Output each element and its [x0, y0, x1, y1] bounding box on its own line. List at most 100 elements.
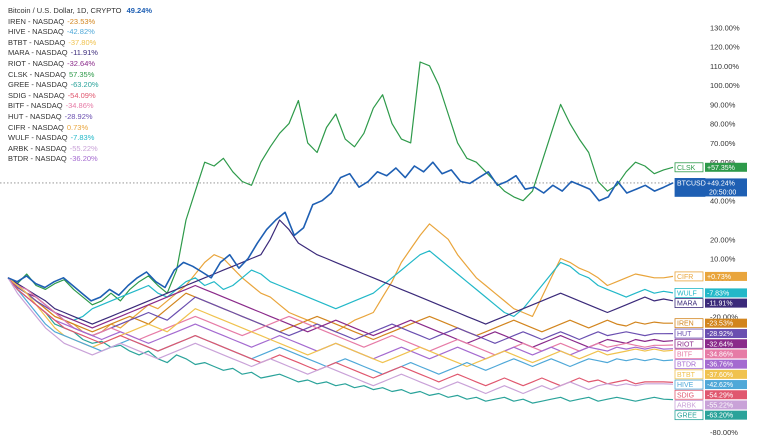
y-tick-label: 40.00%: [710, 197, 736, 206]
series-line-sdig: [7, 277, 674, 387]
series-tag-wulf: WULF -7.83%: [674, 288, 747, 298]
series-tag-value-box: [705, 359, 747, 369]
series-tag-label: IREN: [677, 321, 694, 328]
series-tag-box: [674, 389, 704, 400]
chart-title-row: Bitcoin / U.S. Dollar, 1D, CRYPTO 49.24%: [8, 6, 152, 17]
series-tag-box: [674, 400, 704, 410]
series-line-arbk: [7, 277, 674, 395]
legend: Bitcoin / U.S. Dollar, 1D, CRYPTO 49.24%…: [8, 6, 152, 165]
series-line-wulf: [7, 250, 674, 321]
legend-entry-name: HUT - NASDAQ: [8, 111, 62, 121]
legend-entry-wulf: WULF - NASDAQ -7.83%: [8, 133, 152, 144]
series-tag-label: HIVE: [677, 382, 694, 389]
legend-entry-name: BITF - NASDAQ: [8, 101, 63, 111]
series-tag-box: [674, 298, 704, 309]
series-tag-label: MARA: [677, 301, 698, 308]
legend-entry-name: HIVE - NASDAQ: [8, 27, 64, 37]
series-line-cifr: [7, 223, 674, 337]
series-tag-btbt: BTBT -37.60%: [674, 369, 747, 380]
series-tag-label: WULF: [677, 290, 697, 297]
y-tick-label: 130.00%: [710, 23, 740, 32]
series-tag-value-box: [705, 349, 747, 359]
series-tag-value: -34.86%: [707, 351, 733, 358]
series-tag-gree: GREE -63.20%: [674, 410, 747, 421]
series-line-btcusd: [7, 161, 674, 302]
y-tick-label: -20.00%: [710, 312, 738, 321]
series-tag-clsk: CLSK +57.35%: [674, 162, 747, 173]
series-tag-value: +49.24%: [707, 180, 735, 187]
series-tag-value: +57.35%: [707, 165, 735, 172]
y-tick-label: 120.00%: [710, 43, 740, 52]
series-tag-label: RIOT: [677, 341, 694, 348]
series-tag-value-box: [705, 178, 747, 197]
chart-title: Bitcoin / U.S. Dollar, 1D, CRYPTO: [8, 6, 122, 15]
series-tag-label: SDIG: [677, 392, 694, 399]
legend-entry-mara: MARA - NASDAQ -11.91%: [8, 48, 152, 59]
legend-entry-name: BTBT - NASDAQ: [8, 37, 66, 47]
legend-entry-hive: HIVE - NASDAQ -42.82%: [8, 27, 152, 38]
legend-entry-value: -11.91%: [70, 48, 98, 58]
series-tag-box: [674, 288, 704, 298]
y-tick-label: 100.00%: [710, 81, 740, 90]
series-tag-value: -11.91%: [707, 301, 733, 308]
legend-entry-btdr: BTDR - NASDAQ -36.20%: [8, 154, 152, 165]
legend-entry-arbk: ARBK - NASDAQ -55.22%: [8, 144, 152, 155]
series-tag-box: [674, 349, 704, 359]
series-tag-value-box: [705, 329, 747, 339]
series-tag-value: -32.64%: [707, 341, 733, 348]
series-tag-arbk: ARBK -55.22%: [674, 400, 747, 410]
legend-entry-gree: GREE - NASDAQ -63.20%: [8, 80, 152, 91]
series-tag-riot: RIOT -32.64%: [674, 338, 747, 349]
series-tag-mara: MARA -11.91%: [674, 298, 747, 309]
legend-entry-name: RIOT - NASDAQ: [8, 58, 65, 68]
legend-entry-cifr: CIFR - NASDAQ 0.73%: [8, 123, 152, 134]
series-tag-value: -7.83%: [707, 290, 729, 297]
legend-entry-value: -63.20%: [70, 80, 99, 90]
legend-entry-value: 57.35%: [68, 69, 95, 79]
series-tag-label: ARBK: [677, 402, 696, 409]
legend-entry-value: -34.86%: [65, 101, 94, 111]
series-tag-btdr: BTDR -36.76%: [674, 359, 747, 370]
legend-entry-name: BTDR - NASDAQ: [8, 154, 67, 164]
legend-entry-name: CLSK - NASDAQ: [8, 69, 66, 79]
legend-entry-value: -32.64%: [67, 58, 96, 68]
series-tag-value: -63.20%: [707, 413, 733, 420]
series-tag-value-box: [705, 369, 747, 379]
series-tag-box: [674, 379, 704, 390]
series-tag-iren: IREN -23.53%: [674, 318, 747, 329]
series-line-mara: [7, 219, 674, 325]
legend-entry-sdig: SDIG - NASDAQ -54.09%: [8, 91, 152, 102]
legend-entry-name: MARA - NASDAQ: [8, 48, 68, 58]
legend-entry-hut: HUT - NASDAQ -28.92%: [8, 112, 152, 123]
series-line-iren: [7, 277, 673, 341]
series-line-hut: [7, 277, 674, 344]
legend-entry-riot: RIOT - NASDAQ -32.64%: [8, 59, 152, 70]
legend-entry-value: -36.20%: [69, 154, 98, 164]
legend-entry-value: -28.92%: [64, 111, 93, 121]
series-tag-box: [674, 410, 704, 421]
series-tag-value-box: [705, 271, 747, 281]
chart-title-value: 49.24%: [126, 6, 153, 15]
series-tag-label: BITF: [677, 351, 692, 358]
series-tag-value: -28.92%: [707, 331, 733, 338]
series-tag-time: 20:50:00: [709, 189, 736, 196]
series-tag-box: [674, 162, 704, 173]
series-tag-cifr: CIFR +0.73%: [674, 271, 747, 282]
legend-entry-iren: IREN - NASDAQ -23.53%: [8, 17, 152, 28]
legend-entry-clsk: CLSK - NASDAQ 57.35%: [8, 70, 152, 81]
legend-entry-value: 0.73%: [66, 122, 89, 132]
series-tag-value: -37.60%: [707, 372, 733, 379]
legend-entry-name: GREE - NASDAQ: [8, 80, 68, 90]
series-tag-value: -42.62%: [707, 382, 733, 389]
y-tick-label: 10.00%: [710, 255, 736, 264]
series-tag-value: +0.73%: [707, 274, 731, 281]
legend-entry-value: -54.09%: [67, 90, 96, 100]
series-tag-box: [674, 318, 704, 329]
series-tag-box: [674, 328, 704, 339]
series-tag-value: -54.29%: [707, 392, 733, 399]
y-tick-label: -80.00%: [710, 428, 738, 435]
series-tag-value-box: [705, 390, 747, 400]
y-tick-label: 80.00%: [710, 120, 736, 129]
series-tag-value: -23.53%: [707, 321, 733, 328]
